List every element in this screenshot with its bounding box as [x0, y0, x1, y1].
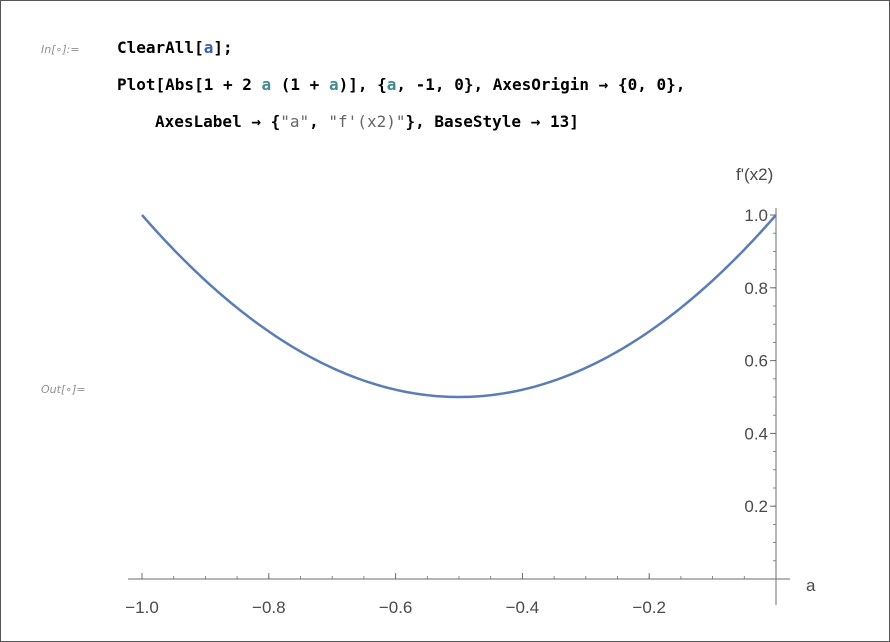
code-variable: a: [328, 75, 339, 94]
code-variable: a: [261, 75, 272, 94]
code-token: , -1, 0}, AxesOrigin → {0, 0},: [396, 75, 686, 94]
code-line-2[interactable]: Plot[Abs[1 + 2 a (1 + a)], {a, -1, 0}, A…: [117, 74, 685, 96]
y-tick-label: 0.2: [744, 497, 768, 516]
y-tick-label: 1.0: [744, 206, 768, 225]
output-cell-label: Out[∘]=: [41, 383, 86, 396]
code-token: AxesLabel → {: [155, 112, 281, 131]
code-variable: a: [386, 75, 397, 94]
code-token: }, BaseStyle → 13]: [405, 112, 579, 131]
code-token: ];: [213, 38, 233, 57]
code-string: "a": [280, 112, 310, 131]
x-tick-label: −0.6: [379, 598, 413, 617]
code-line-3[interactable]: AxesLabel → {"a", "f'(x2)"}, BaseStyle →…: [155, 111, 579, 133]
code-variable: a: [203, 38, 214, 57]
code-string: "f'(x2)": [328, 112, 406, 131]
code-line-1[interactable]: ClearAll[a];: [117, 37, 233, 59]
y-axis-label: f'(x2): [736, 165, 773, 184]
x-tick-label: −1.0: [125, 598, 159, 617]
code-token: Plot[Abs[1 + 2: [117, 75, 262, 94]
input-cell-label: In[∘]:=: [41, 43, 80, 56]
x-tick-label: −0.2: [632, 598, 666, 617]
code-token: (1 +: [271, 75, 329, 94]
x-axis-label: a: [806, 576, 816, 595]
y-tick-label: 0.6: [744, 352, 768, 371]
x-tick-label: −0.8: [252, 598, 286, 617]
code-token: )], {: [338, 75, 387, 94]
y-tick-label: 0.4: [744, 424, 768, 443]
y-tick-label: 0.8: [744, 279, 768, 298]
series-line: [141, 214, 777, 399]
x-tick-label: −0.4: [506, 598, 540, 617]
code-token: ,: [309, 112, 329, 131]
code-token: ClearAll[: [117, 38, 204, 57]
